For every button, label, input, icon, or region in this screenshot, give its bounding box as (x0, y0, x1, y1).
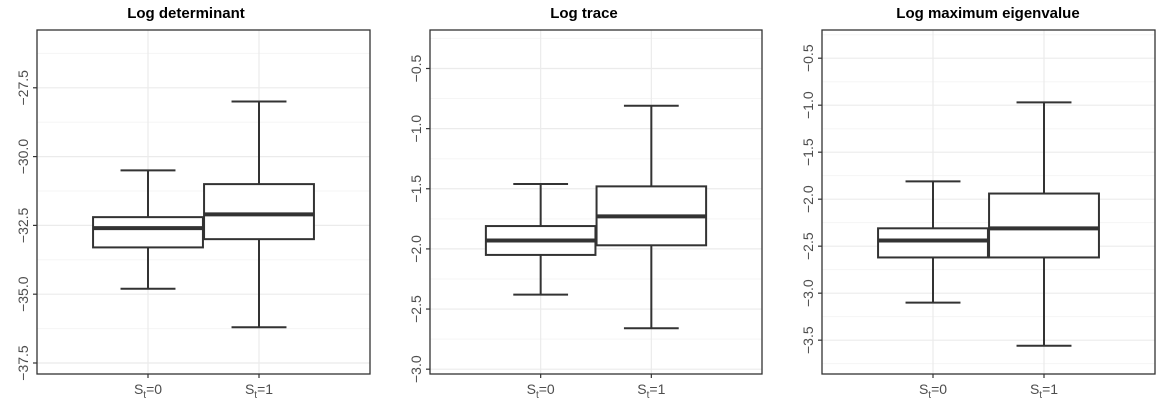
y-tick-label-4: −1.5 (800, 138, 816, 166)
panel-title: Log determinant (127, 5, 245, 22)
x-tick-label-1: St=1 (637, 381, 665, 401)
x-tick-label-1: St=1 (245, 381, 273, 401)
y-tick-label-3: −1.5 (408, 175, 424, 203)
box-1 (92, 169, 204, 290)
panel-border (36, 29, 371, 375)
y-tick-label-2: −2.0 (408, 235, 424, 263)
box-body (92, 216, 204, 249)
box-1 (484, 182, 597, 296)
y-tick-label-0: −3.0 (408, 355, 424, 383)
y-tick-label-4: −27.5 (15, 70, 31, 106)
box-2 (203, 100, 315, 329)
y-tick-label-1: −3.0 (800, 279, 816, 307)
panel-border (821, 29, 1156, 375)
panel-2: −3.0 −2.5 −2.0 −1.5 −1.0 −0.5 St=0 St=1 Log trac… (408, 5, 763, 401)
x-tick-label-0: St=0 (134, 381, 162, 401)
y-tick-label-6: −0.5 (800, 44, 816, 72)
panel-border (429, 29, 763, 375)
y-tick-label-5: −0.5 (408, 54, 424, 82)
y-tick-label-0: −3.5 (800, 326, 816, 354)
y-tick-label-3: −2.0 (800, 185, 816, 213)
box-1 (877, 180, 989, 304)
y-tick-label-0: −37.5 (15, 345, 31, 381)
box-body (877, 227, 989, 259)
panel-3: −3.5 −3.0 −2.5 −2.0 −1.5 −1.0 −0.5 St=0 St=1 Log … (800, 5, 1156, 401)
x-tick-label-1: St=1 (1030, 381, 1058, 401)
panel-1: −37.5 −35.0 −32.5 −30.0 −27.5 St=0 St=1 Log det… (15, 5, 371, 401)
box-2 (595, 104, 708, 330)
box-body (988, 192, 1100, 259)
x-tick-label-0: St=0 (527, 381, 555, 401)
y-tick-label-1: −2.5 (408, 295, 424, 323)
y-tick-label-2: −2.5 (800, 232, 816, 260)
y-tick-label-3: −30.0 (15, 139, 31, 175)
box-body (203, 183, 315, 241)
y-tick-label-2: −32.5 (15, 207, 31, 243)
panel-title: Log trace (550, 5, 618, 22)
box-2 (988, 101, 1100, 347)
panel-title: Log maximum eigenvalue (896, 5, 1079, 22)
y-tick-label-5: −1.0 (800, 91, 816, 119)
y-tick-label-4: −1.0 (408, 115, 424, 143)
x-tick-label-0: St=0 (919, 381, 947, 401)
y-tick-label-1: −35.0 (15, 276, 31, 312)
